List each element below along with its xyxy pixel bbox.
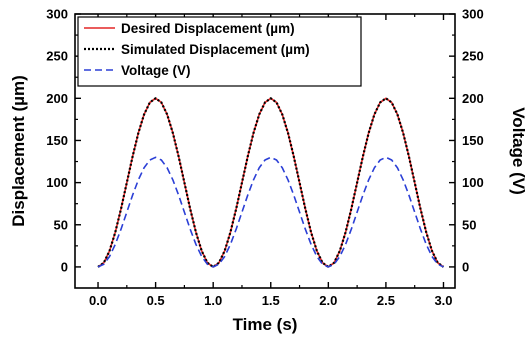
plot-area-frame (74, 13, 456, 289)
series-line-1 (97, 97, 444, 268)
series-line-2 (97, 97, 445, 269)
legend-label-1: Desired Displacement (µm) (121, 21, 295, 36)
legend-label-2: Simulated Displacement (µm) (121, 42, 310, 57)
x-tick-label: 0.5 (147, 293, 165, 308)
x-tick-label: 2.0 (319, 293, 337, 308)
y-left-tick-label: 150 (46, 133, 68, 148)
y-axis-left-title: Displacement (µm) (9, 75, 28, 227)
x-tick-label: 2.5 (377, 293, 395, 308)
y-right-tick-label: 250 (462, 49, 484, 64)
y-left-tick-label: 250 (46, 49, 68, 64)
y-left-tick-label: 100 (46, 175, 68, 190)
legend-box (77, 16, 362, 87)
y-left-tick-label: 200 (46, 91, 68, 106)
x-tick-label: 3.0 (434, 293, 452, 308)
y-left-tick-label: 0 (61, 259, 68, 274)
y-left-tick-label: 50 (54, 217, 68, 232)
y-right-tick-label: 50 (462, 217, 476, 232)
series-line-3 (97, 156, 444, 268)
y-right-tick-label: 150 (462, 133, 484, 148)
y-right-tick-label: 100 (462, 175, 484, 190)
x-tick-label: 1.5 (262, 293, 280, 308)
x-axis-title: Time (s) (233, 315, 298, 334)
y-axis-right-title: Voltage (V) (509, 107, 527, 195)
x-tick-label: 1.0 (204, 293, 222, 308)
y-axis-left-ticks: 0 50 100 150 200 250 300 (46, 7, 81, 274)
legend-label-3: Voltage (V) (121, 63, 191, 78)
x-tick-label: 0.0 (89, 293, 107, 308)
y-right-tick-label: 300 (462, 7, 484, 22)
y-right-tick-label: 0 (462, 259, 469, 274)
y-left-tick-label: 300 (46, 7, 68, 22)
series-layer (97, 97, 445, 269)
y-axis-right-ticks: 0 50 100 150 200 250 300 (449, 7, 484, 274)
legend: Desired Displacement (µm) Simulated Displ… (77, 16, 362, 87)
y-right-tick-label: 200 (462, 91, 484, 106)
